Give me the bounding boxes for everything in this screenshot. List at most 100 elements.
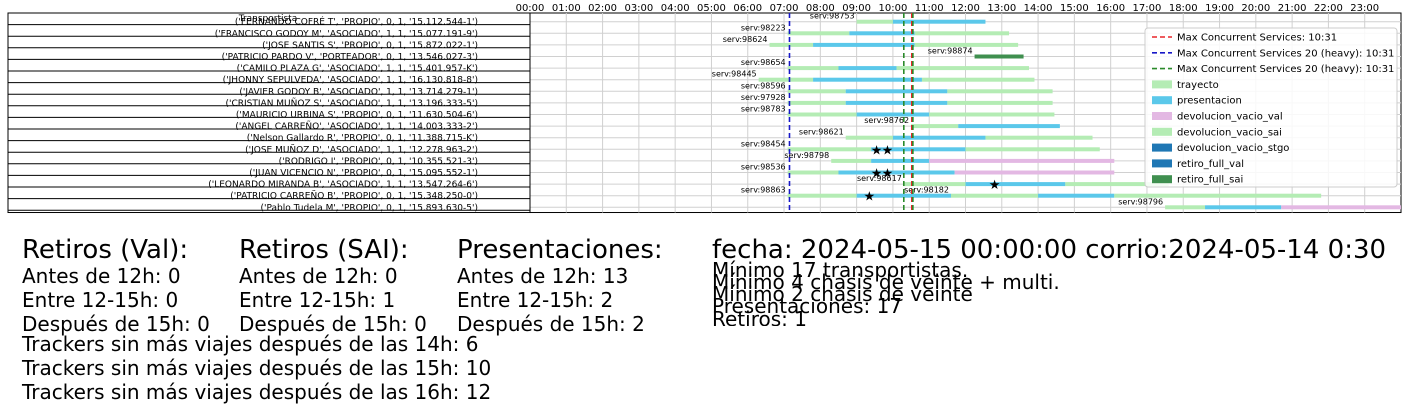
- legend-label: retiro_full_sai: [1177, 175, 1243, 186]
- bar-trayecto: [787, 89, 846, 94]
- bar-trayecto: [787, 193, 857, 198]
- legend-box: [1144, 27, 1398, 188]
- presentaciones-heading: Presentaciones:: [457, 235, 663, 265]
- bar-devolucion-vacio-sai: [947, 89, 1053, 94]
- bar-trayecto: [845, 135, 893, 140]
- bar-trayecto: [950, 193, 1039, 198]
- x-tick-label: 12:00: [951, 3, 980, 14]
- x-tick-label: 20:00: [1241, 3, 1270, 14]
- bar-trayecto: [787, 66, 839, 71]
- bar-devolucion-vacio-sai: [947, 100, 1053, 105]
- star-marker: ★: [882, 143, 894, 158]
- retiros-sai-line: Después de 15h: 0: [239, 312, 427, 336]
- bar-presentacion: [845, 89, 948, 94]
- bar-devolucion-vacio-sai: [1114, 193, 1322, 198]
- x-tick-label: 07:00: [770, 3, 799, 14]
- x-tick-label: 10:00: [879, 3, 908, 14]
- x-tick-label: 06:00: [733, 3, 762, 14]
- service-label: serv:98762: [864, 116, 909, 125]
- legend-label: presentacion: [1177, 96, 1242, 107]
- bar-devolucion-vacio-sai: [914, 42, 1019, 47]
- resumen-line: Mínimo 17 transportistas.: [712, 258, 969, 282]
- bar-trayecto: [758, 77, 814, 82]
- transportista-label: ('JUAN VICENCIO N', 'PROPIO', 0, 1, '15.…: [249, 169, 478, 179]
- bar-devolucion-vacio-val: [1281, 205, 1401, 210]
- star-marker: ★: [882, 167, 894, 182]
- service-label: serv:97928: [741, 93, 786, 102]
- resumen-line: Mínimo 2 chasis de veinte: [712, 282, 973, 306]
- service-label: serv:98874: [928, 47, 973, 56]
- x-tick-label: 18:00: [1169, 3, 1198, 14]
- legend-patch-swatch: [1152, 112, 1172, 120]
- transportista-label: ('JAVIER GODOY B', 'ASOCIADO', 1, 1, '13…: [239, 87, 478, 97]
- bar-devolucion-vacio-val: [929, 158, 1115, 163]
- transportista-label: ('FERNANDO COFRÉ T', 'PROPIO', 0, 1, '15…: [235, 16, 478, 28]
- bar-presentacion: [871, 158, 930, 163]
- legend-patch-swatch: [1152, 96, 1172, 105]
- legend-patch-swatch: [1152, 80, 1172, 89]
- gantt-chart: 00:00 01:00 02:00 03:00 04:00 05:00 06:00 07:00…: [7, 3, 1402, 213]
- service-label: serv:98596: [741, 81, 786, 90]
- bar-trayecto: [787, 100, 846, 105]
- bar-trayecto: [831, 158, 872, 163]
- resumen-block: fecha: 2024-05-15 00:00:00 corrio:2024-0…: [712, 236, 1424, 326]
- service-label: serv:98796: [1118, 197, 1163, 206]
- x-tick-label: 11:00: [915, 3, 944, 14]
- x-tick-label: 21:00: [1278, 3, 1307, 14]
- legend-label: Max Concurrent Services: 10:31: [1177, 33, 1337, 44]
- service-label: serv:98445: [712, 70, 757, 79]
- legend-patch-swatch: [1152, 127, 1172, 136]
- x-tick-label: 09:00: [842, 3, 871, 14]
- legend-label: devolucion_vacio_sai: [1177, 127, 1282, 138]
- x-tick-label: 14:00: [1024, 3, 1053, 14]
- legend-label: Max Concurrent Services 20 (heavy): 10:3…: [1177, 64, 1394, 75]
- bar-presentacion: [838, 66, 897, 71]
- legend-label: devolucion_vacio_val: [1177, 112, 1283, 123]
- transportista-label: ('JOSE SANTIS S', 'PROPIO', 0, 1, '15.87…: [262, 41, 478, 51]
- retiros-val-heading: Retiros (Val):: [22, 235, 189, 265]
- transportista-label: ('FRANCISCO GODOY M', 'ASOCIADO', 1, 1, …: [215, 29, 478, 39]
- legend-label: devolucion_vacio_stgo: [1177, 143, 1289, 154]
- bar-presentacion: [958, 124, 1060, 129]
- star-marker: ★: [863, 190, 875, 205]
- transportista-label: ('Nelson Gallardo R', 'PROPIO', 0, 1, '1…: [247, 134, 478, 144]
- star-marker: ★: [989, 178, 1001, 193]
- legend-label: Max Concurrent Services 20 (heavy): 10:3…: [1177, 48, 1394, 59]
- transportista-label: ('CAMILO PLAZA G', 'ASOCIADO', 1, 1, '15…: [237, 64, 478, 74]
- retiros-val-line: Antes de 12h: 0: [22, 264, 181, 288]
- bar-devolucion-vacio-sai: [914, 31, 1010, 36]
- retiros-val-line: Después de 15h: 0: [22, 312, 210, 336]
- bar-retiro-full-sai: [974, 54, 1024, 59]
- bar-presentacion: [1038, 193, 1115, 198]
- legend-patch-swatch: [1152, 143, 1172, 152]
- legend-label: retiro_full_val: [1177, 159, 1244, 170]
- service-label: serv:98621: [799, 128, 844, 137]
- bar-presentacion: [845, 100, 948, 105]
- bar-devolucion-vacio-sai: [921, 77, 1035, 82]
- transportista-label: ('CRISTIAN MUÑOZ S', 'ASOCIADO', 1, 1, '…: [226, 98, 479, 109]
- transportista-label: ('RODRIGO I', 'PROPIO', 0, 1, '10.355.52…: [279, 157, 478, 167]
- service-label: serv:98223: [741, 23, 786, 32]
- bar-presentacion: [849, 31, 915, 36]
- x-tick-label: 00:00: [516, 3, 545, 14]
- legend-patch-swatch: [1152, 159, 1172, 168]
- transportista-label: ('MAURICIO URBINA S', 'PROPIO', 0, 1, '1…: [236, 111, 478, 121]
- presentaciones-line: Entre 12-15h: 2: [457, 288, 614, 312]
- service-label: serv:98617: [857, 174, 902, 183]
- transportista-label: ('Pablo Tudela M', 'PROPIO', 0, 1, '15.8…: [261, 203, 479, 213]
- bar-trayecto: [787, 112, 857, 117]
- x-tick-label: 08:00: [806, 3, 835, 14]
- service-label: serv:98798: [784, 151, 829, 160]
- x-tick-label: 22:00: [1314, 3, 1343, 14]
- bar-devolucion-vacio-sai: [929, 112, 1055, 117]
- retiros-sai-block: Retiros (SAI): Antes de 12h: 0 Entre 12-…: [239, 236, 427, 336]
- bar-presentacion: [856, 112, 930, 117]
- bar-presentacion: [838, 170, 955, 175]
- trackers-block: Trackers sin más viajes después de las 1…: [22, 332, 491, 404]
- x-tick-label: 02:00: [588, 3, 617, 14]
- x-tick-label: 01:00: [552, 3, 581, 14]
- resumen-line: Presentaciones: 17: [712, 294, 903, 318]
- service-label: serv:98783: [741, 105, 786, 114]
- bar-devolucion-vacio-val: [954, 170, 1115, 175]
- service-label: serv:98863: [741, 186, 786, 195]
